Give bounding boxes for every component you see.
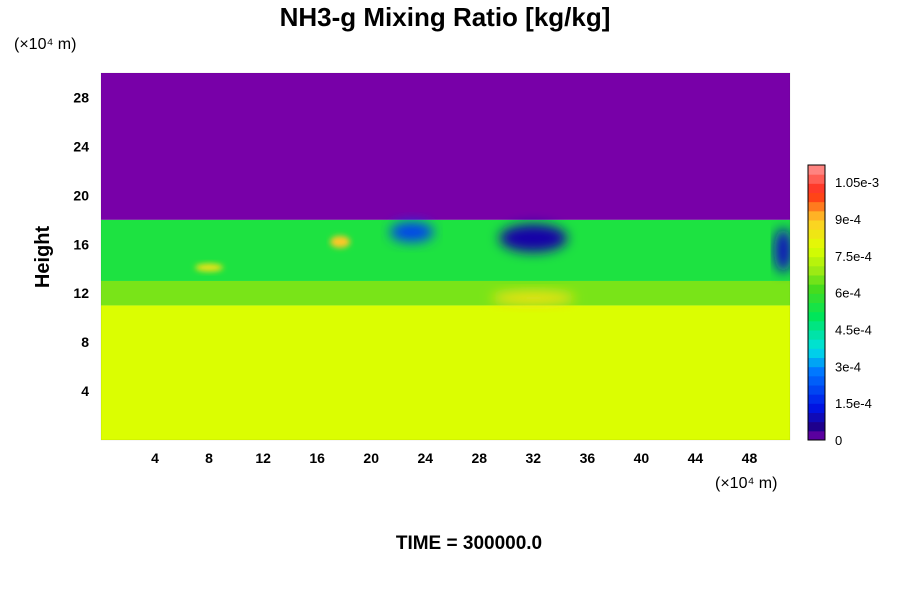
colorbar-tick-label: 1.05e-3 (835, 175, 879, 190)
colorbar-tick-label: 9e-4 (835, 212, 861, 227)
x-tick-label: 4 (151, 450, 159, 466)
heatmap-field (101, 73, 790, 440)
colorbar-tick-label: 1.5e-4 (835, 396, 872, 411)
colorbar-tick-label: 3e-4 (835, 359, 861, 374)
colorbar-segment (808, 165, 825, 175)
x-axis-unit: (×10⁴ m) (715, 475, 777, 492)
colorbar-segment (808, 348, 825, 358)
colorbar-segment (808, 275, 825, 285)
colorbar-tick-label: 6e-4 (835, 286, 861, 301)
x-tick-label: 28 (471, 450, 487, 466)
y-axis-label: Height (32, 226, 54, 289)
x-tick-label: 20 (363, 450, 379, 466)
colorbar-segment (808, 265, 825, 276)
colorbar: 0 1.5e-4 3e-4 4.5e-4 6e-4 7.5e-4 9e-4 1.05e-3 (807, 164, 879, 448)
colorbar-tick-label: 0 (835, 433, 842, 448)
colorbar-segment (808, 385, 825, 395)
colorbar-segment (808, 302, 825, 313)
y-tick-label: 16 (73, 236, 89, 252)
x-tick-label: 32 (526, 450, 542, 466)
heatmap-feature (330, 235, 351, 248)
colorbar-segment (808, 311, 825, 322)
heatmap-band (101, 305, 790, 440)
x-tick-label: 12 (255, 450, 271, 466)
y-tick-label: 12 (73, 285, 89, 301)
y-tick-label: 24 (73, 138, 89, 154)
x-tick-label: 36 (580, 450, 596, 466)
y-axis: 4 8 12 16 20 24 28 (73, 89, 89, 399)
colorbar-segment (808, 220, 825, 230)
time-label: TIME = 300000.0 (396, 533, 542, 554)
colorbar-segment (808, 394, 825, 404)
x-tick-label: 48 (742, 450, 758, 466)
colorbar-segment (808, 330, 825, 340)
colorbar-segment (808, 403, 825, 413)
x-tick-label: 16 (309, 450, 325, 466)
colorbar-segment (808, 293, 825, 303)
y-tick-label: 20 (73, 187, 89, 203)
colorbar-segment (808, 375, 825, 386)
x-tick-label: 8 (205, 450, 213, 466)
y-axis-unit: (×10⁴ m) (14, 36, 76, 53)
colorbar-segment (808, 357, 825, 368)
plot-frame (100, 72, 791, 441)
colorbar-segment (808, 366, 825, 377)
colorbar-frame (807, 164, 826, 441)
colorbar-segment (808, 192, 825, 203)
colorbar-segment (808, 284, 825, 294)
colorbar-segment (808, 201, 825, 212)
colorbar-segment (808, 339, 825, 349)
colorbar-segment (808, 238, 825, 248)
colorbar-segment (808, 247, 825, 258)
heatmap-feature (389, 222, 434, 243)
x-axis: 4 8 12 16 20 24 28 32 36 40 44 48 (151, 450, 757, 466)
colorbar-tick-label: 7.5e-4 (835, 249, 872, 264)
colorbar-tick-label: 4.5e-4 (835, 323, 872, 338)
chart-title: NH3-g Mixing Ratio [kg/kg] (280, 2, 611, 32)
x-tick-label: 40 (634, 450, 650, 466)
heatmap-band (101, 73, 790, 220)
colorbar-segment (808, 320, 825, 331)
colorbar-segment (808, 430, 825, 441)
colorbar-segment (808, 256, 825, 267)
y-tick-label: 28 (73, 89, 89, 105)
x-tick-label: 24 (417, 450, 433, 466)
x-tick-label: 44 (688, 450, 704, 466)
colorbar-segment (808, 210, 825, 221)
colorbar-segment (808, 174, 825, 184)
heatmap-band (101, 280, 790, 306)
heatmap-feature (195, 263, 224, 272)
y-tick-label: 8 (81, 334, 89, 350)
y-tick-label: 4 (81, 383, 89, 399)
heatmap-feature (499, 224, 568, 253)
colorbar-segment (808, 421, 825, 432)
heatmap-feature (774, 228, 790, 273)
heatmap-band (101, 219, 790, 281)
colorbar-segment (808, 229, 825, 239)
colorbar-segment (808, 412, 825, 423)
heatmap-feature (491, 291, 576, 306)
colorbar-segment (808, 183, 825, 193)
